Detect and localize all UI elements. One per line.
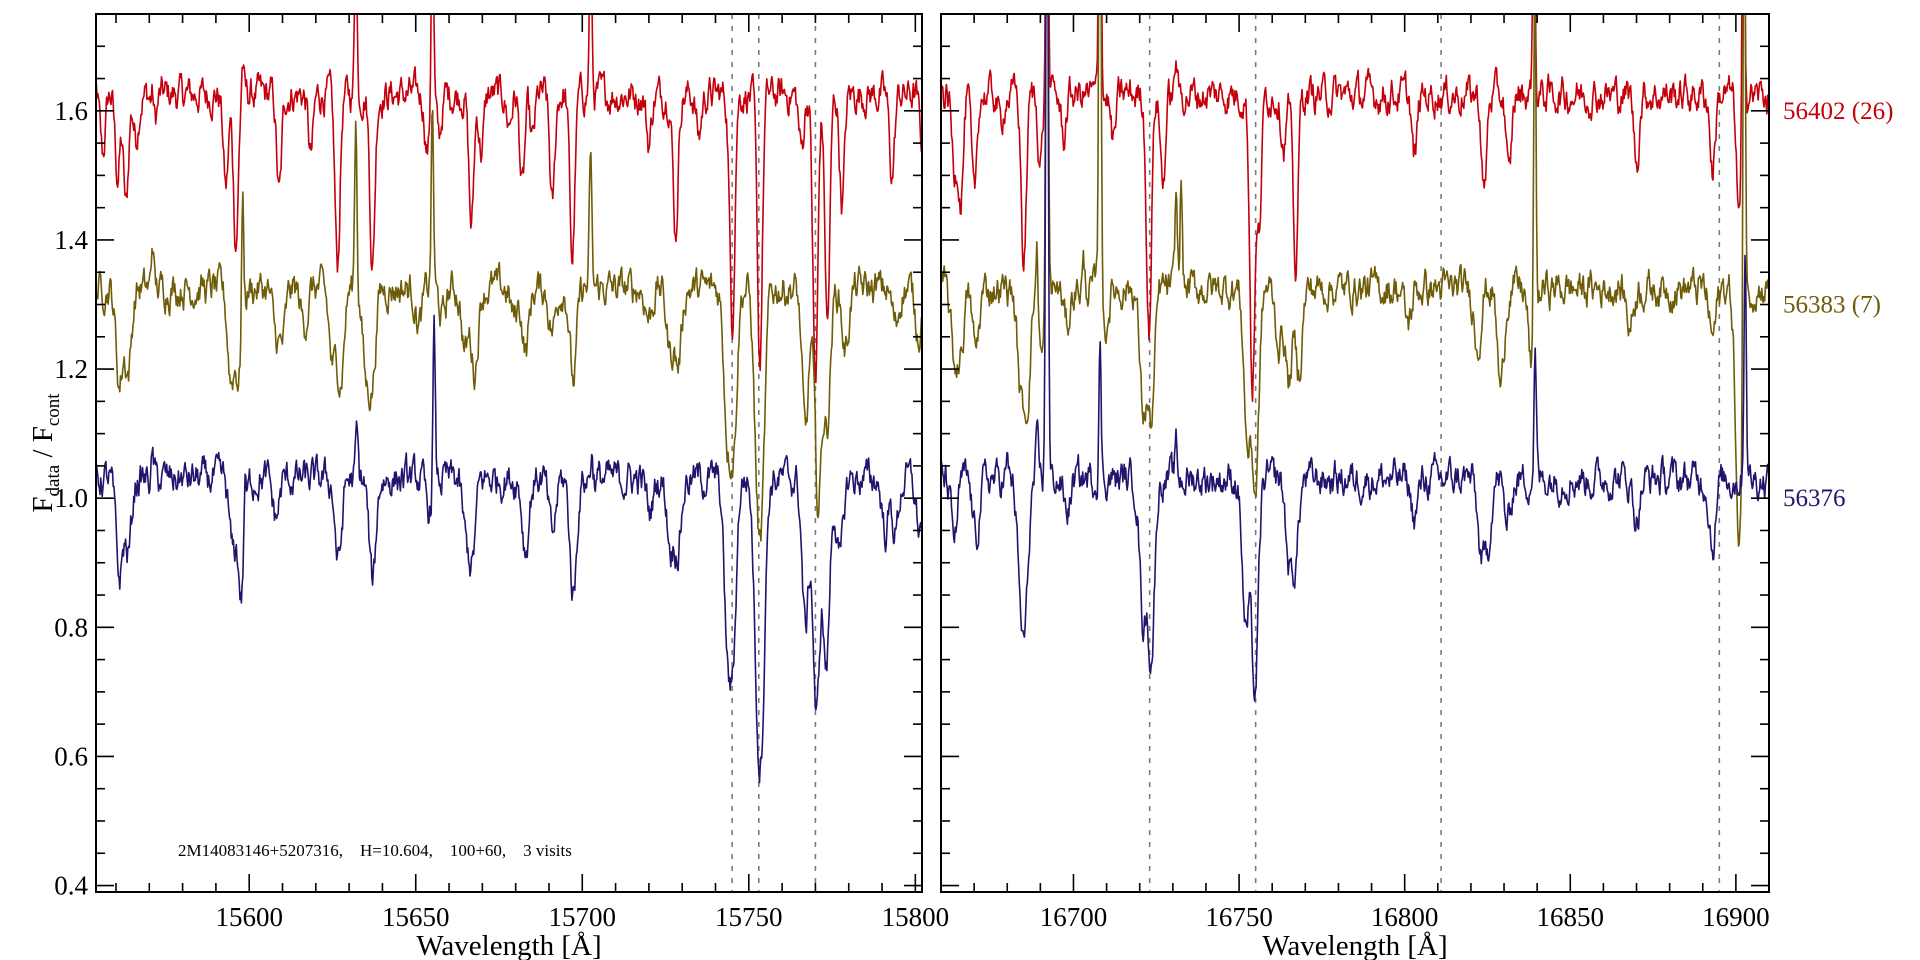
y-tick-label: 0.8 (54, 612, 88, 642)
series-labels: 56402 (26) 56383 (7) 56376 (1783, 98, 1893, 512)
y-tick-label: 1.6 (54, 96, 88, 126)
spectra-group (941, 14, 1769, 702)
series-label: 56402 (26) (1783, 98, 1893, 125)
y-axis-label-text: Fdata / Fcont (27, 393, 64, 513)
y-tick-label: 1.2 (54, 354, 88, 384)
x-tick-label: 16750 (1205, 902, 1273, 932)
plot-frame (940, 13, 1770, 893)
x-tick-label: 15700 (549, 902, 617, 932)
y-tick-label: 1.4 (54, 225, 88, 255)
x-tick-label: 15750 (715, 902, 783, 932)
spectrum-line-56376 (96, 314, 922, 784)
spectrum-line-56376 (941, 14, 1769, 702)
y-axis-label: Fdata / Fcont (27, 393, 64, 513)
spectrum-line-56383 (96, 109, 922, 542)
y-tick-label: 0.4 (54, 871, 88, 901)
x-axis-label: Wavelength [Å] (416, 930, 601, 960)
plot-frame (95, 13, 923, 893)
x-tick-label: 16850 (1537, 902, 1605, 932)
x-tick-label: 16900 (1702, 902, 1770, 932)
left-panel: 15600 15650 15700 15750 15800 Wavelength [Å] 0… (54, 13, 950, 960)
spectrum-line-56383 (941, 14, 1769, 547)
right-panel: 16700 16750 16800 16850 16900 Wavelength [Å] (940, 13, 1770, 960)
spectra-group (96, 14, 922, 784)
x-tick-label: 15650 (382, 902, 450, 932)
x-tick-label: 15800 (882, 902, 950, 932)
series-label: 56383 (7) (1783, 292, 1881, 319)
x-tick-label: 15600 (215, 902, 283, 932)
star-annotation: 2M14083146+5207316, H=10.604, 100+60, 3 … (178, 841, 572, 860)
y-label-separator: / F (27, 426, 59, 465)
x-tick-label: 16700 (1040, 902, 1108, 932)
series-label: 56376 (1783, 485, 1846, 512)
spectrum-line-56402 (941, 14, 1769, 403)
y-tick-label: 0.6 (54, 741, 88, 771)
x-tick-label: 16800 (1371, 902, 1439, 932)
y-label-sub-data: data (43, 464, 64, 496)
x-axis-label: Wavelength [Å] (1262, 930, 1447, 960)
y-tick-label: 1.0 (54, 483, 88, 513)
spectrum-line-56402 (96, 14, 922, 384)
y-label-sub-cont: cont (43, 393, 64, 426)
y-label-main: F (27, 496, 59, 512)
